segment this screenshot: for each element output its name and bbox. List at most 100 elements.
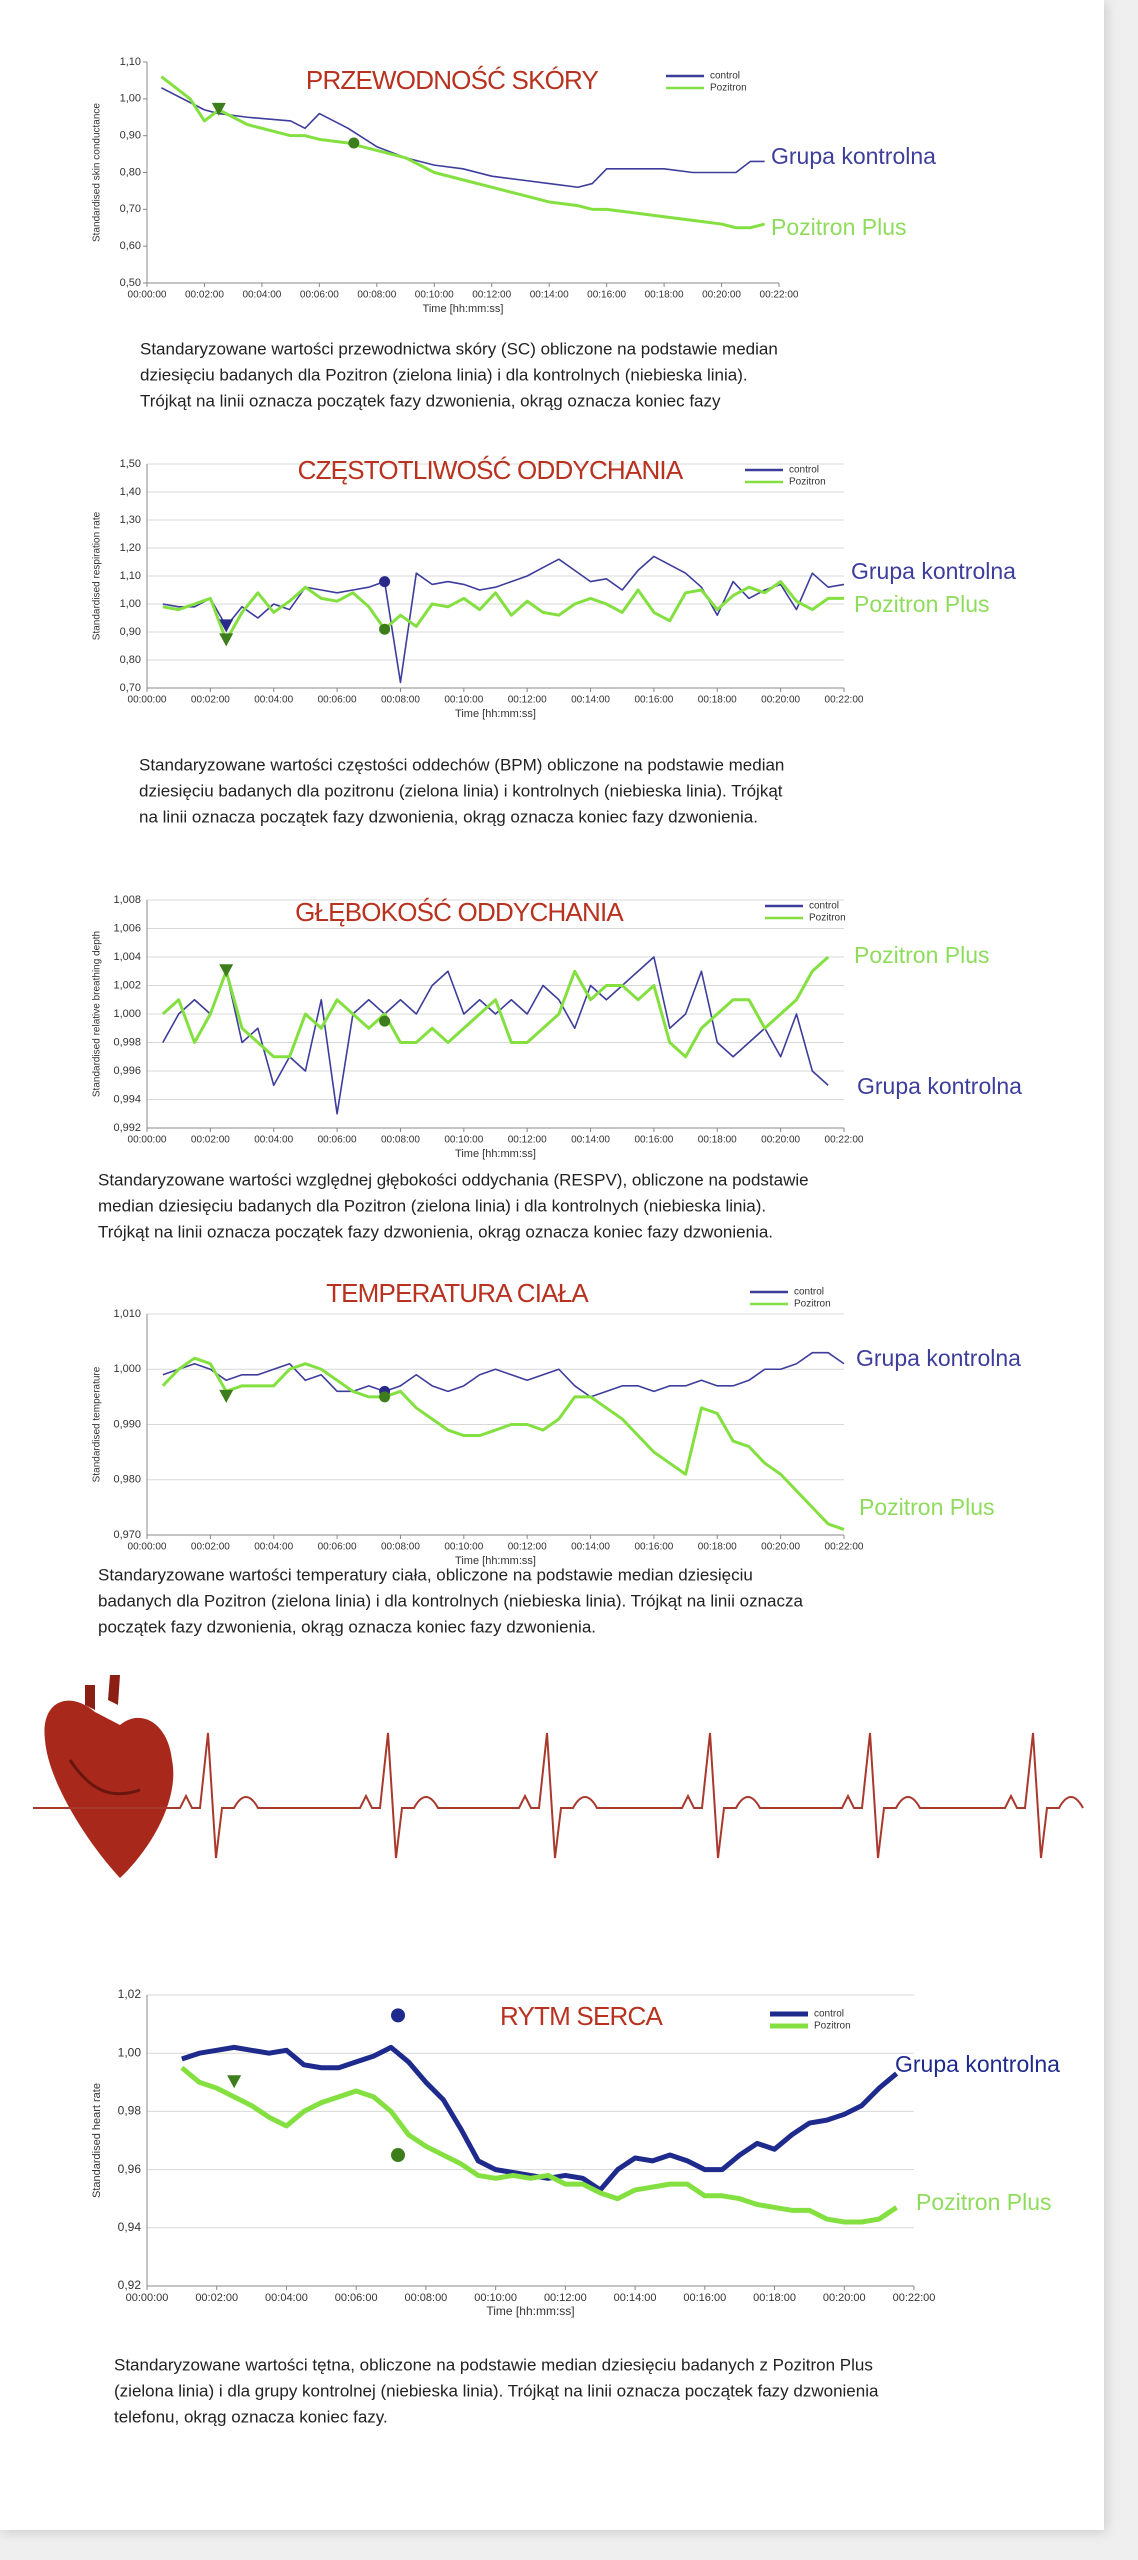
phase-start-marker — [211, 102, 226, 116]
legend-label: control — [814, 2009, 844, 2020]
legend-label: control — [794, 1287, 824, 1298]
heart-vessels — [85, 1675, 120, 1710]
y-tick-label: 1,006 — [113, 922, 141, 934]
y-tick-label: 0,90 — [120, 130, 141, 142]
ecg-line — [33, 1732, 1084, 1859]
x-tick-label: 00:20:00 — [761, 1135, 800, 1146]
phase-start-marker — [219, 1389, 234, 1403]
y-tick-label: 1,20 — [120, 542, 141, 554]
y-tick-label: 1,00 — [120, 598, 141, 610]
x-tick-label: 00:06:00 — [318, 1135, 357, 1146]
caption-line: początek fazy dzwonienia, okrąg oznacza … — [98, 1617, 596, 1636]
y-tick-label: 1,50 — [120, 458, 141, 470]
chart-title: PRZEWODNOŚĆ SKÓRY — [306, 65, 599, 95]
legend-label: control — [710, 71, 740, 82]
x-tick-label: 00:18:00 — [698, 1135, 737, 1146]
y-tick-label: 1,008 — [113, 894, 141, 906]
x-tick-label: 00:16:00 — [634, 1135, 673, 1146]
phase-end-marker — [348, 137, 360, 149]
x-tick-label: 00:04:00 — [254, 1135, 293, 1146]
caption-line: Trójkąt na linii oznacza początek fazy d… — [140, 391, 721, 410]
series-line — [162, 555, 845, 684]
x-tick-label: 00:00:00 — [128, 695, 167, 706]
x-tick-label: 00:18:00 — [753, 2292, 796, 2304]
x-axis-label: Time [hh:mm:ss] — [486, 2304, 574, 2318]
caption-line: Trójkąt na linii oznacza początek fazy d… — [98, 1222, 773, 1241]
x-tick-label: 00:02:00 — [185, 290, 224, 301]
series-line — [160, 87, 765, 189]
x-axis-label: Time [hh:mm:ss] — [423, 303, 504, 315]
series-line — [180, 2065, 898, 2225]
caption-line: dziesięciu badanych dla Pozitron (zielon… — [140, 365, 748, 384]
x-tick-label: 00:12:00 — [508, 1542, 547, 1553]
chart-title: GŁĘBOKOŚĆ ODDYCHANIA — [295, 897, 624, 927]
x-tick-label: 00:16:00 — [634, 1542, 673, 1553]
x-axis-label: Time [hh:mm:ss] — [455, 1555, 536, 1567]
series-line — [161, 1356, 845, 1531]
y-axis-label: Standardised skin conductance — [92, 103, 103, 242]
y-tick-label: 0,996 — [113, 1065, 141, 1077]
series-line — [162, 956, 829, 1115]
annotation: Grupa kontrolna — [856, 1345, 1021, 1371]
y-axis-label: Standardised relative breathing depth — [92, 931, 103, 1097]
card — [0, 0, 1104, 2530]
y-tick-label: 1,10 — [120, 56, 141, 68]
x-tick-label: 00:02:00 — [191, 1542, 230, 1553]
phase-start-marker — [219, 619, 234, 633]
x-tick-label: 00:10:00 — [444, 1542, 483, 1553]
x-tick-label: 00:14:00 — [571, 1135, 610, 1146]
y-tick-label: 0,96 — [118, 2162, 142, 2176]
y-tick-label: 1,000 — [113, 1008, 141, 1020]
y-tick-label: 1,002 — [113, 979, 141, 991]
x-tick-label: 00:10:00 — [415, 290, 454, 301]
x-tick-label: 00:22:00 — [825, 695, 864, 706]
x-tick-label: 00:02:00 — [195, 2292, 238, 2304]
y-tick-label: 0,998 — [113, 1036, 141, 1048]
caption-line: Standaryzowane wartości przewodnictwa sk… — [140, 339, 778, 358]
x-tick-label: 00:08:00 — [381, 1542, 420, 1553]
annotation: Pozitron Plus — [859, 1494, 995, 1520]
x-tick-label: 00:00:00 — [128, 1542, 167, 1553]
caption-line: na linii oznacza początek fazy dzwonieni… — [139, 807, 758, 826]
y-tick-label: 1,004 — [113, 951, 141, 963]
caption-line: telefonu, okrąg oznacza koniec fazy. — [114, 2407, 388, 2426]
annotation: Grupa kontrolna — [851, 558, 1016, 584]
x-tick-label: 00:18:00 — [698, 1542, 737, 1553]
legend-label: control — [809, 901, 839, 912]
x-tick-label: 00:04:00 — [254, 695, 293, 706]
heart — [44, 1700, 174, 1878]
x-tick-label: 00:00:00 — [128, 1135, 167, 1146]
x-tick-label: 00:12:00 — [472, 290, 511, 301]
y-tick-label: 0,98 — [118, 2104, 142, 2118]
y-tick-label: 0,50 — [120, 277, 141, 289]
x-tick-label: 00:04:00 — [242, 290, 281, 301]
annotation: Pozitron Plus — [854, 942, 990, 968]
caption-line: dziesięciu badanych dla pozitronu (zielo… — [139, 781, 783, 800]
phase-end-marker — [379, 623, 391, 635]
x-tick-label: 00:22:00 — [760, 290, 799, 301]
y-tick-label: 1,000 — [113, 1363, 141, 1375]
legend-label: Pozitron — [710, 83, 747, 94]
series-line — [162, 1351, 845, 1398]
y-tick-label: 1,10 — [120, 570, 141, 582]
x-tick-label: 00:08:00 — [381, 1135, 420, 1146]
series-line — [160, 75, 766, 230]
chart-title: RYTM SERCA — [500, 2001, 663, 2031]
x-tick-label: 00:02:00 — [191, 1135, 230, 1146]
legend-label: Pozitron — [809, 913, 846, 924]
chart-title: CZĘSTOTLIWOŚĆ ODDYCHANIA — [298, 455, 684, 485]
y-axis-label: Standardised temperature — [92, 1366, 103, 1482]
annotation: Pozitron Plus — [854, 591, 990, 617]
annotation: Pozitron Plus — [771, 214, 907, 240]
y-tick-label: 0,970 — [113, 1529, 141, 1541]
legend-label: Pozitron — [789, 477, 826, 488]
x-tick-label: 00:22:00 — [893, 2292, 936, 2304]
series-line — [161, 955, 830, 1059]
y-axis-label: Standardised heart rate — [91, 2083, 103, 2198]
y-tick-label: 0,90 — [120, 626, 141, 638]
caption-line: median dziesięciu badanych dla Pozitron … — [98, 1196, 766, 1215]
y-tick-label: 1,40 — [120, 486, 141, 498]
phase-end-marker — [379, 1015, 391, 1027]
phase-start-marker — [227, 2075, 242, 2089]
